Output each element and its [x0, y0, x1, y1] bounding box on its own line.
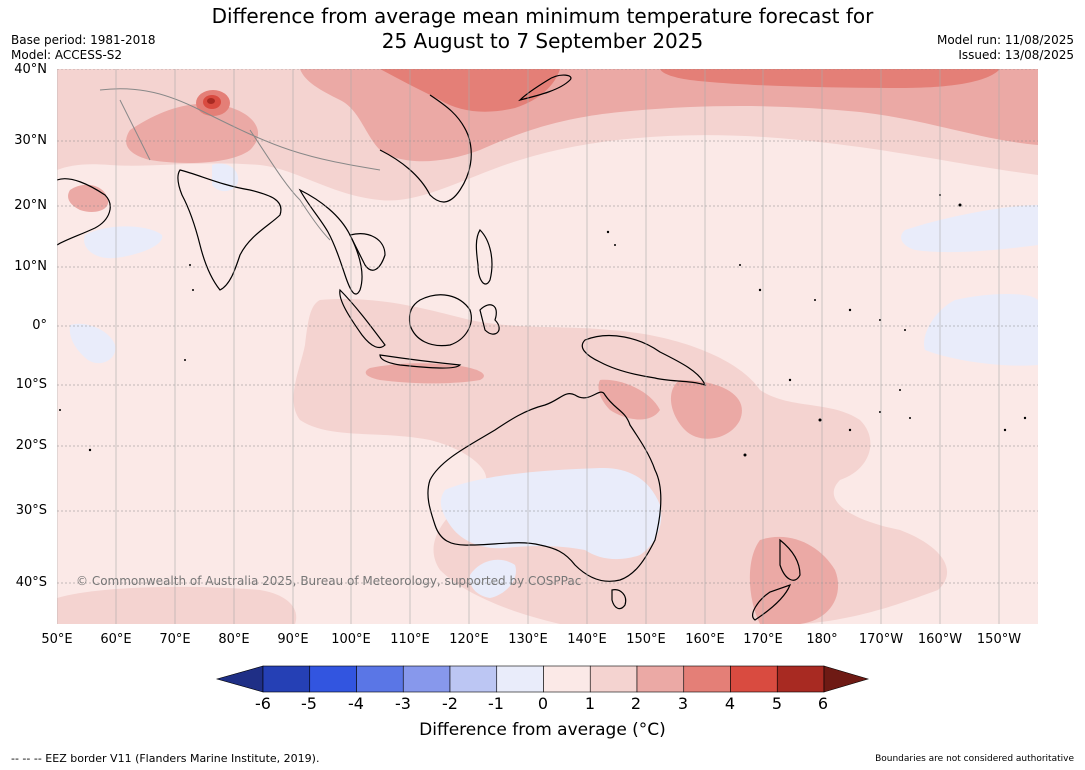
map-title: Difference from average mean minimum tem… — [0, 4, 1085, 54]
lon-label: 160°E — [685, 632, 725, 647]
meta-left: Base period: 1981-2018 Model: ACCESS-S2 — [11, 33, 156, 63]
coastlines — [57, 74, 801, 621]
colorbar-segment — [636, 665, 685, 693]
lon-label: 140°E — [567, 632, 607, 647]
lat-label: 30°S — [15, 503, 47, 518]
colorbar-tick: -3 — [395, 694, 411, 713]
base-period: Base period: 1981-2018 — [11, 33, 156, 47]
model-run: Model run: 11/08/2025 — [936, 33, 1074, 47]
colorbar-segment — [496, 665, 544, 693]
lon-label: 110°E — [390, 632, 430, 647]
lat-label: 20°N — [14, 198, 47, 213]
lon-label: 70°E — [159, 632, 191, 647]
lat-label: 10°N — [14, 259, 47, 274]
lon-label: 90°E — [277, 632, 309, 647]
colorbar-segment — [402, 665, 451, 693]
colorbar-title: Difference from average (°C) — [419, 720, 666, 740]
colorbar-tick: 2 — [630, 694, 642, 713]
lon-label: 180° — [806, 632, 838, 647]
colorbar-segment — [543, 665, 591, 693]
colorbar-tick: 3 — [677, 694, 689, 713]
colorbar-tick: 4 — [724, 694, 736, 713]
lon-label: 80°E — [218, 632, 250, 647]
colorbar-extend-high — [823, 665, 870, 693]
eez-legend: -- -- -- EEZ border V11 (Flanders Marine… — [11, 752, 320, 765]
issued-date: Issued: 13/08/2025 — [958, 48, 1074, 62]
lat-label: 0° — [32, 318, 47, 333]
lon-label: 130°E — [508, 632, 548, 647]
colorbar-segment — [309, 665, 357, 693]
anomaly-shading — [57, 69, 1038, 624]
meta-right: Model run: 11/08/2025 Issued: 13/08/2025 — [937, 33, 1074, 63]
title-line-1: Difference from average mean minimum tem… — [211, 4, 874, 28]
colorbar-tick: -4 — [348, 694, 364, 713]
lon-label: 60°E — [100, 632, 132, 647]
lon-label: 50°E — [41, 632, 73, 647]
map-plot-area — [57, 69, 1038, 624]
lon-label: 150°E — [626, 632, 666, 647]
boundaries-note: Boundaries are not considered authoritat… — [875, 754, 1074, 764]
lon-label: 170°W — [858, 632, 904, 647]
colorbar-segment — [730, 665, 778, 693]
colorbar-segment — [449, 665, 498, 693]
small-islands — [59, 194, 1027, 457]
lat-label: 20°S — [15, 438, 47, 453]
title-line-2: 25 August to 7 September 2025 — [381, 29, 704, 53]
colorbar-tick: 1 — [584, 694, 596, 713]
lon-label: 150°W — [976, 632, 1022, 647]
colorbar-tick: -1 — [488, 694, 504, 713]
colorbar-tick: -2 — [442, 694, 458, 713]
colorbar-extend-low — [215, 665, 264, 693]
colorbar-tick: -6 — [255, 694, 271, 713]
lat-label: 40°S — [15, 575, 47, 590]
colorbar-segment — [683, 665, 731, 693]
lat-label: 10°S — [15, 377, 47, 392]
lon-label: 120°E — [449, 632, 489, 647]
colorbar-tick: -5 — [301, 694, 317, 713]
lon-label: 170°E — [743, 632, 783, 647]
colorbar-tick: 5 — [771, 694, 783, 713]
colorbar — [215, 665, 870, 693]
colorbar-segment — [589, 665, 638, 693]
country-borders — [99, 88, 381, 241]
colorbar-tick: 0 — [537, 694, 549, 713]
lon-label: 100°E — [331, 632, 371, 647]
lon-label: 160°W — [917, 632, 963, 647]
lat-label: 40°N — [14, 62, 47, 77]
colorbar-segment — [262, 665, 311, 693]
lat-label: 30°N — [14, 133, 47, 148]
model-name: Model: ACCESS-S2 — [11, 48, 123, 62]
graticule — [57, 69, 1038, 624]
colorbar-tick: 6 — [817, 694, 829, 713]
copyright-notice: © Commonwealth of Australia 2025, Bureau… — [76, 574, 582, 588]
colorbar-segment — [356, 665, 404, 693]
colorbar-segment — [776, 665, 825, 693]
